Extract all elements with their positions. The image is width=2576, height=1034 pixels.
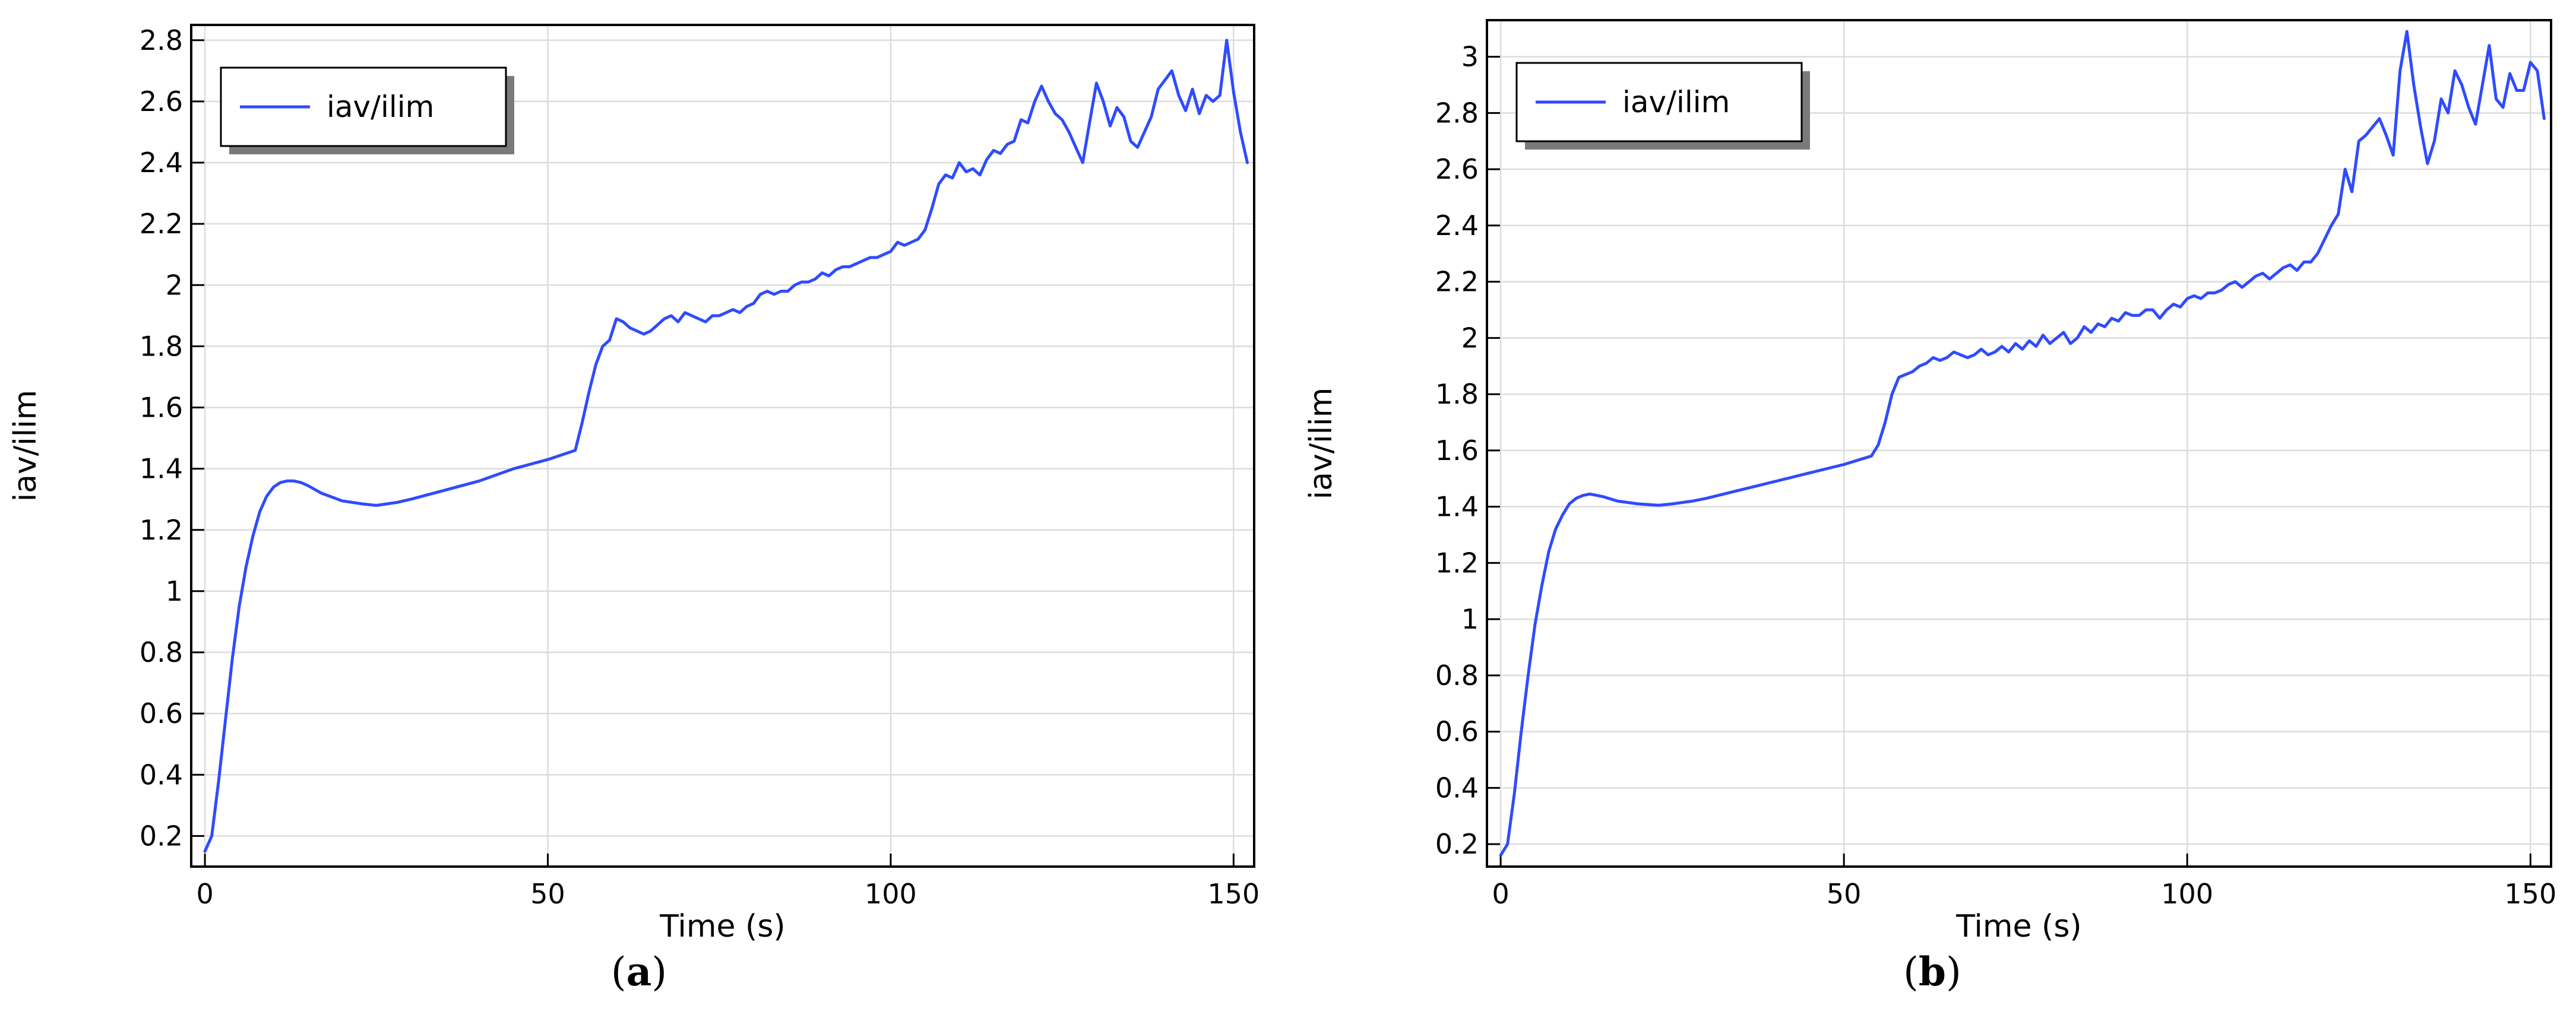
y-tick-label: 1.4 (1435, 491, 1479, 523)
y-tick-label: 0.6 (1435, 716, 1479, 748)
y-tick-label: 0.6 (140, 697, 183, 729)
series-line-iav-ilim (1499, 30, 2546, 857)
y-tick-label: 0.4 (1435, 772, 1479, 804)
caption-close-paren: ) (651, 949, 667, 995)
x-tick-label: 50 (1827, 878, 1862, 910)
caption-letter: b (1919, 949, 1946, 995)
y-tick-label: 1.4 (140, 453, 183, 485)
y-tick-label: 2.4 (140, 147, 183, 179)
y-tick-label: 1.2 (1435, 547, 1479, 579)
y-tick-label: 2.8 (1435, 97, 1479, 129)
y-tick-label: 1.6 (140, 392, 183, 424)
y-tick-label: 1.8 (140, 330, 183, 362)
y-tick-label: 0.2 (1435, 828, 1479, 860)
x-tick-label: 150 (2504, 878, 2556, 910)
legend-label: iav/ilim (327, 90, 434, 124)
panel-caption: (a) (611, 949, 667, 995)
panel-caption: (b) (1903, 949, 1961, 995)
caption-close-paren: ) (1946, 949, 1961, 995)
y-tick-label: 1.6 (1435, 434, 1479, 467)
caption-letter: a (626, 949, 652, 995)
y-tick-label: 0.4 (140, 759, 183, 791)
y-tick-label: 2.6 (1435, 153, 1479, 185)
chart-panel-b: 0 50 100 150 0.2 0.4 0.6 0.8 1 1.2 1.4 1.6 1.8 2 2.2 2.… (1303, 19, 2556, 995)
y-tick-label: 1.8 (1435, 378, 1479, 410)
y-tick-label: 1.2 (140, 514, 183, 546)
x-tick-label: 100 (865, 878, 917, 910)
y-tick-label: 2 (1461, 322, 1479, 354)
y-tick-label: 1 (1461, 603, 1479, 635)
legend-label: iav/ilim (1622, 85, 1730, 119)
chart-panel-a: 0 50 100 150 0.2 0.4 0.6 0.8 1 1.2 1.4 1.6 1.8 2 2.2 2.… (8, 24, 1259, 995)
x-tick-label: 0 (196, 878, 213, 910)
plot-frame (190, 24, 1255, 868)
y-tick-label: 0.8 (140, 636, 183, 668)
plot-frame (1486, 19, 2552, 868)
y-tick-label: 0.2 (140, 820, 183, 852)
y-tick-label: 3 (1461, 41, 1479, 73)
y-tick-label: 1 (166, 575, 183, 607)
y-axis-label: iav/ilim (1303, 388, 1339, 500)
x-tick-label: 150 (1207, 878, 1259, 910)
y-tick-label: 2 (166, 269, 183, 301)
y-axis-label: iav/ilim (8, 390, 43, 502)
y-tick-label: 2.2 (1435, 266, 1479, 298)
x-axis-label: Time (s) (1955, 909, 2081, 944)
x-tick-label: 100 (2161, 878, 2213, 910)
x-tick-label: 0 (1492, 878, 1509, 910)
y-tick-label: 2.4 (1435, 210, 1479, 242)
y-tick-label: 0.8 (1435, 659, 1479, 692)
y-tick-label: 2.6 (140, 85, 183, 118)
series-line-iav-ilim (203, 39, 1249, 853)
caption-open-paren: ( (611, 949, 626, 995)
y-tick-label: 2.8 (140, 24, 183, 56)
y-tick-label: 2.2 (140, 208, 183, 240)
x-tick-label: 50 (530, 878, 565, 910)
x-axis-label: Time (s) (659, 909, 785, 944)
caption-open-paren: ( (1903, 949, 1919, 995)
